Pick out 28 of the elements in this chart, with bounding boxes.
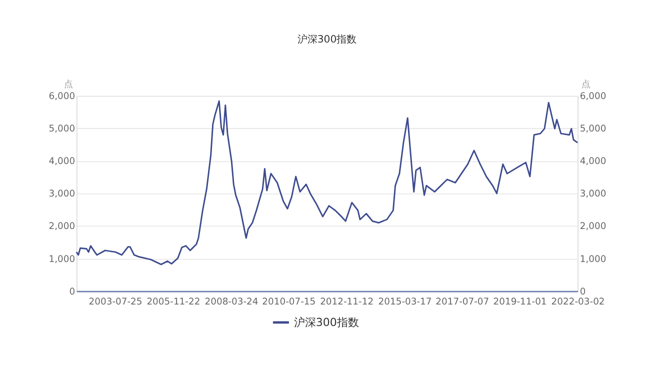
x-tick-label: 2015-03-17 [378,296,432,308]
y2-tick-label: 5,000 [580,124,606,135]
chart-title: 沪深300指数 [297,33,357,46]
y-axis-title: 点 [64,79,74,90]
y2-tick-label: 4,000 [580,156,606,168]
y-tick-label: 0 [69,286,76,298]
x-tick-label: 2005-11-22 [146,296,200,308]
x-tick-label: 2022-03-02 [551,296,605,308]
x-tick-label: 2019-11-01 [493,296,547,308]
y2-tick-label: 0 [580,286,586,298]
x-tick-label: 2012-11-12 [320,296,374,308]
x-tick-label: 2008-03-24 [204,296,258,308]
x-tick-label: 2003-07-25 [88,296,142,308]
y-tick-label: 1,000 [48,254,76,265]
y2-tick-label: 3,000 [580,188,606,200]
x-tick-label: 2010-07-15 [262,296,316,308]
y2-tick-label: 6,000 [580,91,606,102]
y-tick-label: 2,000 [48,221,76,232]
x-tick-label: 2017-07-07 [436,296,490,308]
y-tick-label: 3,000 [48,188,76,200]
y2-tick-label: 2,000 [580,221,606,232]
y-tick-label: 4,000 [48,156,76,168]
y2-axis-title: 点 [582,79,591,90]
y-tick-label: 5,000 [48,124,76,135]
y2-tick-label: 1,000 [580,254,606,265]
y-tick-label: 6,000 [48,91,76,102]
line-series [76,100,578,266]
legend-label: 沪深300指数 [294,316,359,330]
